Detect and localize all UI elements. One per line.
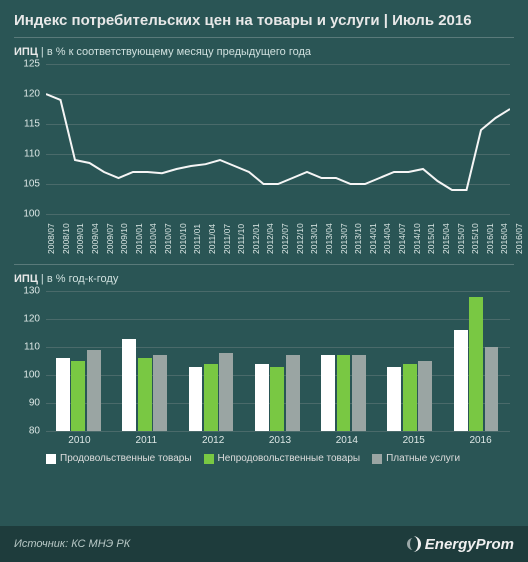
y-tick: 120 xyxy=(23,89,40,100)
y-tick: 105 xyxy=(23,179,40,190)
bar xyxy=(204,364,218,431)
x-tick: 2015 xyxy=(403,435,425,446)
y-tick: 80 xyxy=(29,426,40,437)
footer: Источник: КС МНЭ РК EnergyProm xyxy=(0,526,528,562)
y-tick: 120 xyxy=(23,314,40,325)
line-chart-subtitle: ИПЦ | в % к соответствующему месяцу пред… xyxy=(14,46,514,58)
divider xyxy=(14,37,514,38)
x-tick: 2013/04 xyxy=(324,223,334,254)
x-tick: 2013 xyxy=(269,435,291,446)
x-tick: 2016/04 xyxy=(499,223,509,254)
x-tick: 2011/04 xyxy=(207,224,217,254)
bar xyxy=(122,339,136,431)
brand-icon xyxy=(405,536,421,552)
legend: Продовольственные товары Непродовольствен… xyxy=(46,453,514,464)
x-tick: 2015/10 xyxy=(470,223,480,254)
legend-item: Непродовольственные товары xyxy=(204,453,361,464)
x-tick: 2014/07 xyxy=(397,223,407,254)
x-tick: 2012/01 xyxy=(251,223,261,254)
x-tick: 2010/01 xyxy=(134,223,144,254)
line-chart-x-axis: 2008/07 2008/10 2009/01 2009/04 2009/07 2009/… xyxy=(46,214,514,258)
bar xyxy=(454,330,468,431)
bar xyxy=(352,355,366,431)
bar xyxy=(321,355,335,431)
x-tick: 2016 xyxy=(469,435,491,446)
bar-chart-subtitle: ИПЦ | в % год-к-году xyxy=(14,273,514,285)
y-tick: 100 xyxy=(23,370,40,381)
legend-swatch xyxy=(46,454,56,464)
legend-label: Продовольственные товары xyxy=(60,453,192,464)
bar xyxy=(56,358,70,431)
x-tick: 2014 xyxy=(336,435,358,446)
x-tick: 2014/01 xyxy=(368,223,378,254)
x-tick: 2008/07 xyxy=(46,223,56,254)
bar xyxy=(418,361,432,431)
y-tick: 115 xyxy=(24,119,40,130)
x-tick: 2012/10 xyxy=(295,223,305,254)
x-tick: 2009/04 xyxy=(90,223,100,254)
x-tick: 2010/04 xyxy=(148,223,158,254)
brand-logo: EnergyProm xyxy=(405,536,514,553)
legend-label: Платные услуги xyxy=(386,453,460,464)
x-tick: 2010/07 xyxy=(163,223,173,254)
x-tick: 2015/04 xyxy=(441,223,451,254)
x-tick: 2013/01 xyxy=(309,223,319,254)
x-tick: 2009/10 xyxy=(119,223,129,254)
bar xyxy=(337,355,351,431)
x-tick: 2010 xyxy=(68,435,90,446)
x-tick: 2010/10 xyxy=(178,223,188,254)
x-tick: 2013/10 xyxy=(353,223,363,254)
x-tick: 2011/01 xyxy=(192,224,202,254)
bar xyxy=(286,355,300,431)
legend-swatch xyxy=(372,454,382,464)
x-tick: 2012 xyxy=(202,435,224,446)
y-tick: 125 xyxy=(23,59,40,70)
divider xyxy=(14,264,514,265)
bar xyxy=(270,367,284,431)
y-tick: 90 xyxy=(29,398,40,409)
x-tick: 2015/07 xyxy=(456,223,466,254)
x-tick: 2011/10 xyxy=(236,224,246,254)
bar xyxy=(387,367,401,431)
x-tick: 2012/07 xyxy=(280,223,290,254)
legend-item: Продовольственные товары xyxy=(46,453,192,464)
bar xyxy=(255,364,269,431)
bar xyxy=(485,347,499,431)
bar xyxy=(87,350,101,431)
bar xyxy=(469,297,483,431)
source-text: Источник: КС МНЭ РК xyxy=(14,538,130,550)
x-tick: 2013/07 xyxy=(339,223,349,254)
bar xyxy=(71,361,85,431)
bar xyxy=(138,358,152,431)
bar-chart-x-axis: 2010 2011 2012 2013 2014 2015 2016 xyxy=(46,431,514,449)
y-tick: 110 xyxy=(24,149,40,160)
bar xyxy=(403,364,417,431)
x-tick: 2012/04 xyxy=(265,223,275,254)
y-tick: 110 xyxy=(24,342,40,353)
legend-label: Непродовольственные товары xyxy=(218,453,361,464)
x-tick: 2011 xyxy=(136,435,158,446)
x-tick: 2014/04 xyxy=(382,223,392,254)
bar xyxy=(153,355,167,431)
x-tick: 2008/10 xyxy=(61,223,71,254)
bar xyxy=(189,367,203,431)
bar-chart: 8090100110120130 xyxy=(14,291,514,431)
line-chart: 100105110115120125 xyxy=(14,64,514,214)
x-tick: 2014/10 xyxy=(412,223,422,254)
x-tick: 2009/01 xyxy=(75,223,85,254)
x-tick: 2011/07 xyxy=(222,224,232,254)
y-tick: 130 xyxy=(23,286,40,297)
x-tick: 2009/07 xyxy=(105,223,115,254)
bar xyxy=(219,353,233,431)
page-title: Индекс потребительских цен на товары и у… xyxy=(14,12,514,37)
legend-swatch xyxy=(204,454,214,464)
legend-item: Платные услуги xyxy=(372,453,460,464)
x-tick: 2016/01 xyxy=(485,223,495,254)
x-tick: 2016/07 xyxy=(514,223,524,254)
y-tick: 100 xyxy=(23,209,40,220)
x-tick: 2015/01 xyxy=(426,223,436,254)
